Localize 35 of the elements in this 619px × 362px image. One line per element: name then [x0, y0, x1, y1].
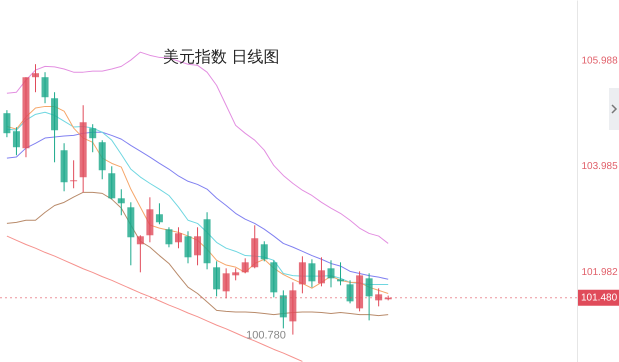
candlestick [89, 124, 96, 153]
candlestick [346, 280, 354, 304]
candlestick [184, 230, 192, 264]
y-tick-label: 105.988 [582, 56, 618, 67]
candlestick [280, 290, 287, 329]
candlestick [32, 64, 39, 93]
candlestick [337, 262, 344, 286]
candlestick [118, 188, 125, 216]
candlestick [42, 72, 49, 104]
candlestick [174, 226, 182, 249]
candlestick [194, 226, 202, 266]
candlestick [136, 234, 144, 273]
candlestick [308, 258, 316, 288]
candlestick [242, 258, 249, 274]
candlestick [70, 160, 78, 189]
candlestick [156, 202, 163, 225]
line-series [6, 236, 303, 362]
y-tick-label: 103.985 [582, 161, 618, 172]
candlestick [232, 268, 240, 281]
candlestick [366, 272, 373, 321]
text: 美元指数 日线图 [163, 48, 280, 68]
candlestick [12, 126, 20, 156]
candlestick [3, 110, 10, 138]
candlestick [375, 288, 382, 307]
ref-line-label: 101.480 [581, 292, 618, 304]
candlestick [213, 260, 220, 297]
candlestick [222, 268, 230, 299]
candlestick [318, 256, 325, 287]
y-tick-label: 101.982 [582, 266, 618, 278]
annotation: 100.780 [246, 330, 286, 342]
candlestick [165, 226, 172, 248]
candlestick [298, 256, 306, 294]
candlestick [327, 260, 334, 288]
line-series [6, 192, 389, 316]
candlestick [260, 240, 268, 262]
